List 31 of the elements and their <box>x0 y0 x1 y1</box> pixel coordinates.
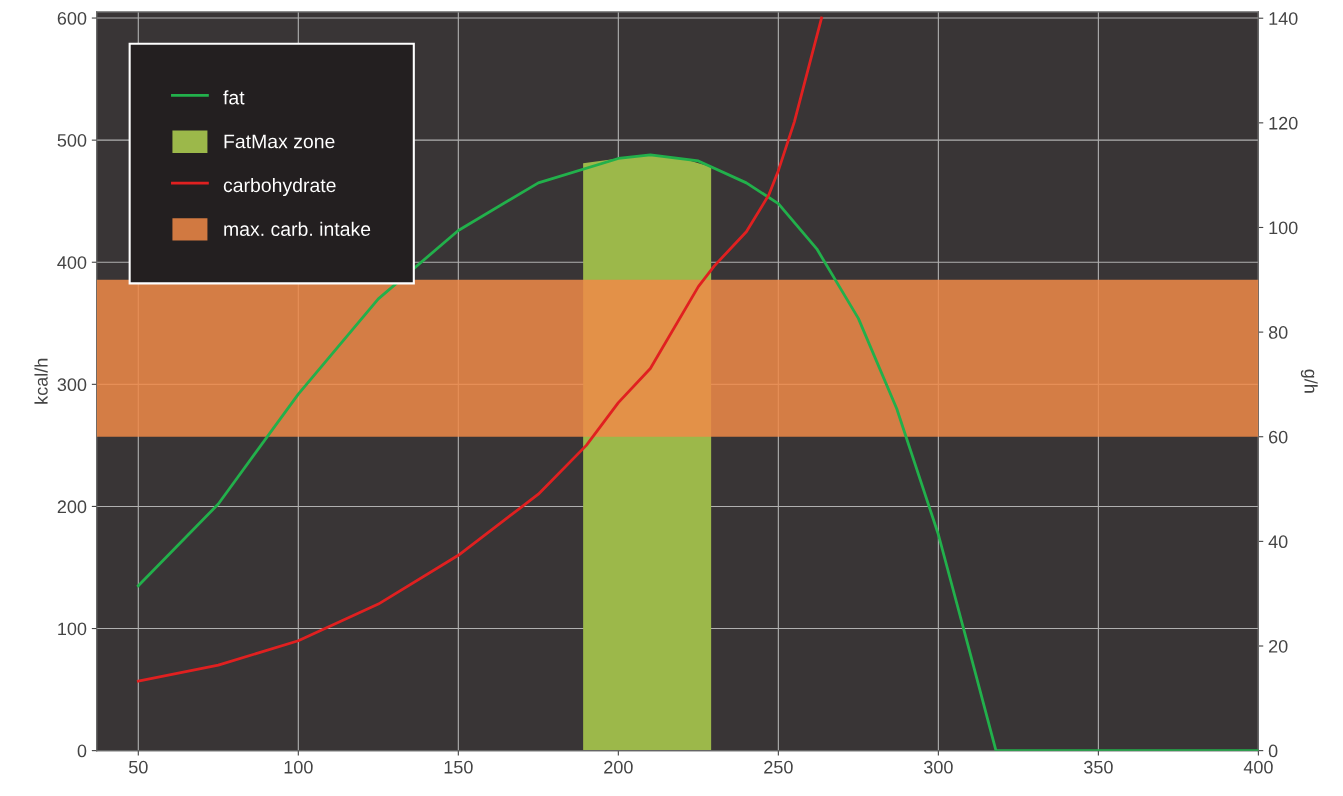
x-tick-label: 250 <box>764 760 793 774</box>
y-axis-title: kcal/h <box>34 358 48 404</box>
y-tick-label: 200 <box>57 500 87 514</box>
y2-tick-label: 40 <box>1268 535 1288 549</box>
y2-tick-label: 60 <box>1269 430 1288 444</box>
x-tick-label: 100 <box>284 760 313 774</box>
y2-tick-label: 140 <box>1269 12 1298 25</box>
legend-label: fat <box>223 90 245 105</box>
line-series <box>136 153 1259 751</box>
x-tick-label: 350 <box>1084 760 1113 774</box>
x-tick-label: 150 <box>444 760 473 774</box>
x-tick-label: 200 <box>604 760 633 774</box>
y-tick-label: 400 <box>57 256 87 269</box>
y-tick-label: 300 <box>57 378 87 392</box>
y2-axis-title: g/h <box>1300 369 1318 393</box>
x-tick-label: 300 <box>923 760 953 774</box>
y-tick-label: 100 <box>58 622 87 636</box>
legend-label: carbohydrate <box>223 177 336 197</box>
y2-tick-label: 0 <box>1268 744 1278 758</box>
y2-tick-label: 20 <box>1269 639 1288 653</box>
y-tick-label: 500 <box>57 134 87 147</box>
y2-tick-label: 80 <box>1268 326 1288 339</box>
y2-tick-label: 120 <box>1269 116 1298 130</box>
y-tick-label: 600 <box>57 11 87 25</box>
legend-label: FatMax zone <box>224 134 335 149</box>
y-tick-label: 0 <box>77 744 87 758</box>
line-series <box>136 16 823 683</box>
x-tick-label: 50 <box>128 760 148 774</box>
x-tick-label: 400 <box>1243 760 1273 774</box>
legend-label: max. carb. intake <box>224 221 371 237</box>
y2-tick-label: 100 <box>1269 221 1298 235</box>
